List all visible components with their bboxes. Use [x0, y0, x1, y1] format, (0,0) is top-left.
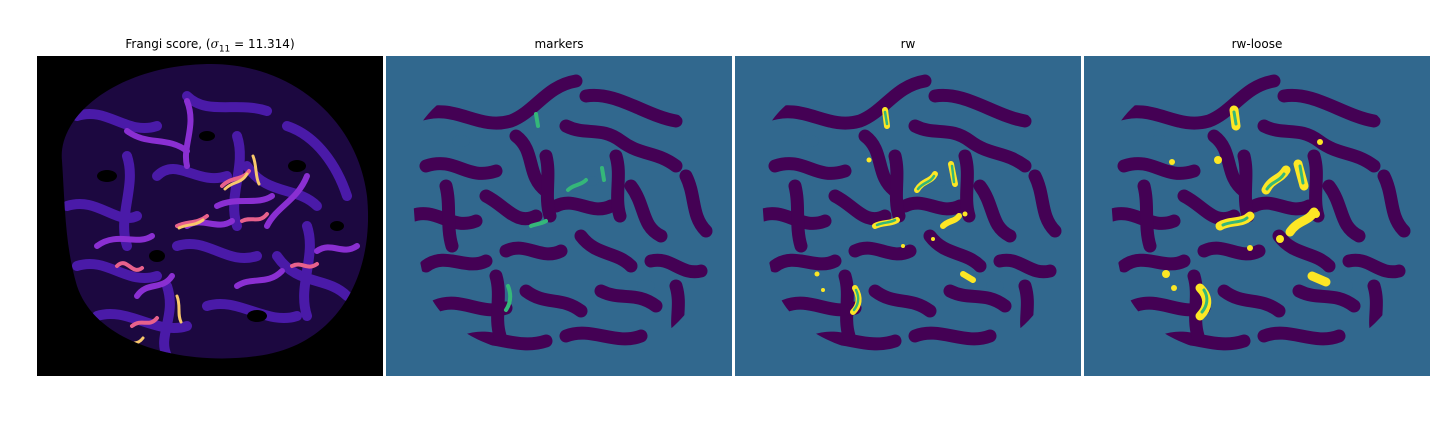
rw-loose-image: [1084, 56, 1430, 376]
rw-image-svg: [735, 56, 1081, 376]
rw-title: rw: [900, 37, 916, 51]
markers-image: [386, 56, 732, 376]
markers-title: markers: [534, 37, 584, 51]
rw-loose-title: rw-loose: [1231, 37, 1283, 51]
rw-image: [735, 56, 1081, 376]
frangi-title: Frangi score, (σ11 = 11.314): [125, 37, 295, 55]
frangi-image-svg: [37, 56, 383, 376]
markers-image-svg: [386, 56, 732, 376]
frangi-image: [37, 56, 383, 376]
rw-loose-image-svg: [1084, 56, 1430, 376]
